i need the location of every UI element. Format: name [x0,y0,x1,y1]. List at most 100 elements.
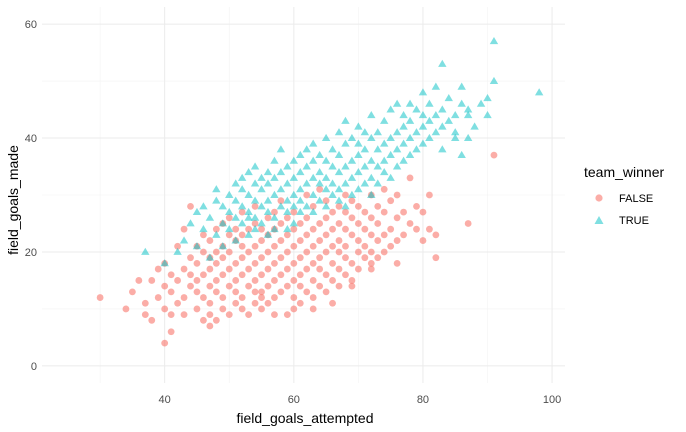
point-true [308,190,318,198]
point-false [232,277,240,284]
point-false [180,294,188,301]
point-false [206,311,214,319]
point-true [425,116,434,124]
series-false-points [96,151,498,347]
point-true [244,230,253,238]
point-true [173,247,182,255]
point-false [200,271,207,279]
point-false [238,254,246,262]
legend: team_winner FALSE TRUE [584,164,664,227]
point-true [405,99,415,107]
point-true [315,196,324,204]
point-false [309,277,317,284]
point-true [328,145,337,153]
point-true [360,128,370,136]
point-true [489,76,499,85]
point-false [322,231,330,239]
point-false [225,248,233,256]
point-false [251,220,259,227]
point-true [237,173,247,181]
point-false [303,191,311,199]
point-true [399,156,408,164]
point-false [367,248,375,256]
point-false [232,225,240,233]
point-true [321,173,331,181]
point-true [250,224,260,233]
point-true [315,168,324,176]
point-true [405,150,415,159]
point-false [393,259,401,267]
point-true [283,207,292,216]
point-false [174,299,181,307]
point-false [290,259,298,267]
point-true [192,242,202,250]
point-false [367,231,375,239]
point-false [251,202,259,210]
point-false [122,305,130,313]
point-true [373,179,382,187]
point-true [296,207,305,216]
legend-label-false: FALSE [619,193,653,205]
point-false [277,254,285,262]
point-true [328,190,337,198]
point-false [271,294,278,301]
point-false [329,277,336,284]
point-false [258,271,265,279]
point-true [341,179,350,187]
point-false [322,271,330,279]
point-false [361,254,369,262]
point-true [257,185,266,193]
point-true [438,59,447,67]
point-true [270,213,279,221]
point-true [418,122,428,130]
point-false [258,288,265,296]
point-false [161,282,169,290]
point-true [412,128,421,136]
point-false [374,220,382,227]
point-false [271,259,278,267]
point-true [360,179,370,187]
point-true [302,202,311,210]
point-false [290,242,298,250]
point-true [212,185,221,193]
point-false [387,197,395,205]
point-false [413,225,420,233]
point-false [354,220,362,227]
point-false [296,220,304,227]
point-true [231,213,240,221]
point-true [334,150,344,159]
point-true [212,230,221,238]
point-true [225,224,234,233]
point-true [289,173,299,181]
point-true [392,162,402,170]
y-axis-title: field_goals_made [5,145,21,255]
point-false [322,214,330,222]
point-false [335,265,343,273]
point-false [335,282,343,290]
point-true [321,156,331,164]
point-false [271,311,278,319]
point-false [432,254,440,262]
point-true [489,36,499,45]
point-true [237,219,247,227]
point-false [374,202,382,210]
point-false [309,202,317,210]
point-true [276,185,286,193]
point-true [225,190,234,198]
y-tick-label: 60 [25,19,37,31]
point-true [380,116,389,124]
point-false [167,288,175,296]
point-false [290,305,298,313]
point-false [426,225,433,233]
point-true [315,179,324,187]
point-true [263,168,273,176]
point-false [380,208,388,216]
point-true [225,207,234,216]
point-false [225,214,233,222]
point-true [231,196,240,204]
point-false [206,282,214,290]
point-true [534,88,544,96]
point-true [212,196,221,204]
point-false [380,185,388,193]
